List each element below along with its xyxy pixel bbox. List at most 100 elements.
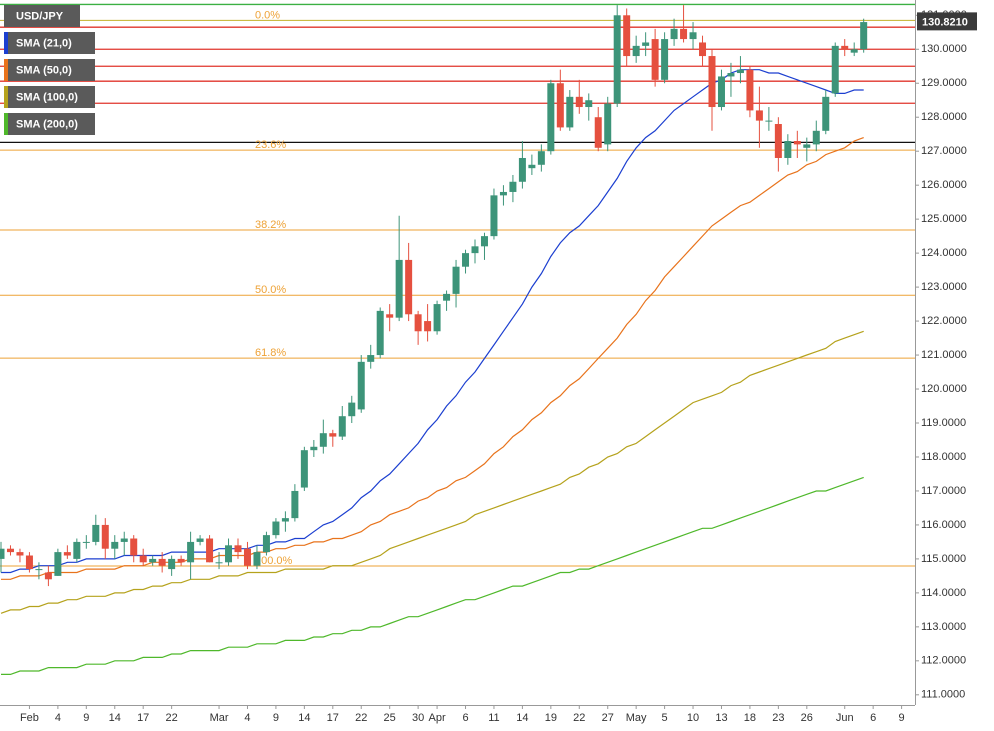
candle-body: [120, 538, 128, 542]
fib-label: 38.2%: [255, 219, 286, 231]
candle-body: [6, 548, 14, 553]
candle-body: [708, 56, 716, 108]
candle-body: [177, 558, 185, 563]
candle-body: [300, 450, 308, 488]
y-tick-label: 130.0000: [921, 43, 967, 55]
symbol-box: [4, 5, 80, 27]
x-tick-label: 6: [462, 712, 468, 724]
candle-body: [774, 124, 782, 158]
candle-body: [35, 569, 43, 571]
price-tag: [917, 12, 977, 31]
legend-swatch: [4, 32, 8, 54]
candle-body: [443, 293, 451, 301]
candle-body: [187, 541, 195, 563]
candle-body: [386, 314, 394, 318]
legend-swatch: [4, 86, 8, 108]
y-tick-label: 127.0000: [921, 145, 967, 157]
candle-body: [44, 572, 52, 580]
y-tick-label: 128.0000: [921, 111, 967, 123]
y-tick-label: 124.0000: [921, 247, 967, 259]
candle-body: [717, 76, 725, 108]
sma-line: [1, 137, 864, 580]
candle-body: [348, 402, 356, 417]
legend-box: [4, 113, 95, 135]
candle-body: [111, 541, 119, 549]
fib-label: 0.0%: [255, 9, 280, 21]
x-tick-label: 19: [545, 712, 557, 724]
candle-body: [604, 103, 612, 145]
candle-body: [272, 521, 280, 536]
candle-body: [803, 144, 811, 148]
candle-body: [414, 314, 422, 332]
candle-body: [642, 42, 650, 46]
fib-label: 61.8%: [255, 347, 286, 359]
legend-label: SMA (50,0): [16, 64, 72, 76]
legend-swatch: [4, 113, 8, 135]
x-tick-label: 17: [137, 712, 149, 724]
legend: USD/JPY SMA (21,0) SMA (50,0) SMA (100,0) S…: [4, 5, 95, 135]
fib-label: 100.0%: [255, 555, 293, 567]
y-tick-label: 125.0000: [921, 213, 967, 225]
symbol-label: USD/JPY: [16, 10, 64, 22]
candle-body: [575, 96, 583, 108]
candle-body: [632, 45, 640, 57]
candle-body: [168, 558, 176, 570]
candle-body: [0, 548, 5, 559]
x-tick-label: 4: [244, 712, 250, 724]
candle-body: [556, 83, 564, 128]
x-tick-label: Jun: [836, 712, 854, 724]
y-tick-label: 112.0000: [921, 655, 966, 667]
fib-label: 23.6%: [255, 139, 286, 151]
candle-body: [234, 545, 242, 553]
x-tick-label: 23: [772, 712, 784, 724]
candle-body: [206, 538, 214, 563]
legend-label: SMA (100,0): [16, 91, 78, 103]
candle-body: [812, 130, 820, 145]
candle-body: [594, 117, 602, 148]
candle-body: [291, 490, 299, 519]
candle-body: [661, 39, 669, 80]
candle-body: [253, 552, 261, 566]
legend-label: SMA (200,0): [16, 118, 78, 130]
y-tick-label: 119.0000: [921, 417, 966, 429]
x-tick-label: 10: [687, 712, 699, 724]
candle-body: [680, 28, 688, 40]
candle-body: [585, 100, 593, 108]
candle-body: [215, 562, 223, 564]
x-tick-label: 26: [801, 712, 813, 724]
y-tick-label: 115.0000: [921, 553, 966, 565]
x-tick-label: May: [626, 712, 647, 724]
y-tick-label: 118.0000: [921, 451, 966, 463]
x-tick-label: 18: [744, 712, 756, 724]
candle-body: [367, 355, 375, 362]
candle-body: [262, 535, 270, 553]
y-tick-label: 117.0000: [921, 485, 966, 497]
candle-body: [727, 73, 735, 77]
candle-body: [16, 552, 24, 556]
x-tick-label: Apr: [429, 712, 446, 724]
x-tick-label: 22: [166, 712, 178, 724]
y-tick-label: 114.0000: [921, 587, 966, 599]
x-tick-label: 14: [516, 712, 528, 724]
x-tick-label: 14: [109, 712, 121, 724]
x-tick-label: 9: [83, 712, 89, 724]
y-tick-label: 121.0000: [921, 349, 967, 361]
candle-body: [736, 69, 744, 74]
candle-body: [281, 518, 289, 522]
candle-body: [755, 110, 763, 121]
candle-body: [92, 524, 100, 542]
candle-body: [54, 552, 62, 576]
candle-body: [395, 259, 403, 318]
x-tick-label: 9: [273, 712, 279, 724]
candle-body: [822, 96, 830, 131]
x-tick-label: 5: [662, 712, 668, 724]
x-tick-label: 9: [899, 712, 905, 724]
x-tick-label: 22: [573, 712, 585, 724]
candle-body: [566, 96, 574, 128]
candle-body: [613, 15, 621, 104]
candle-body: [480, 236, 488, 247]
candle-body: [338, 416, 346, 437]
y-tick-label: 122.0000: [921, 315, 967, 327]
candle-body: [499, 191, 507, 196]
